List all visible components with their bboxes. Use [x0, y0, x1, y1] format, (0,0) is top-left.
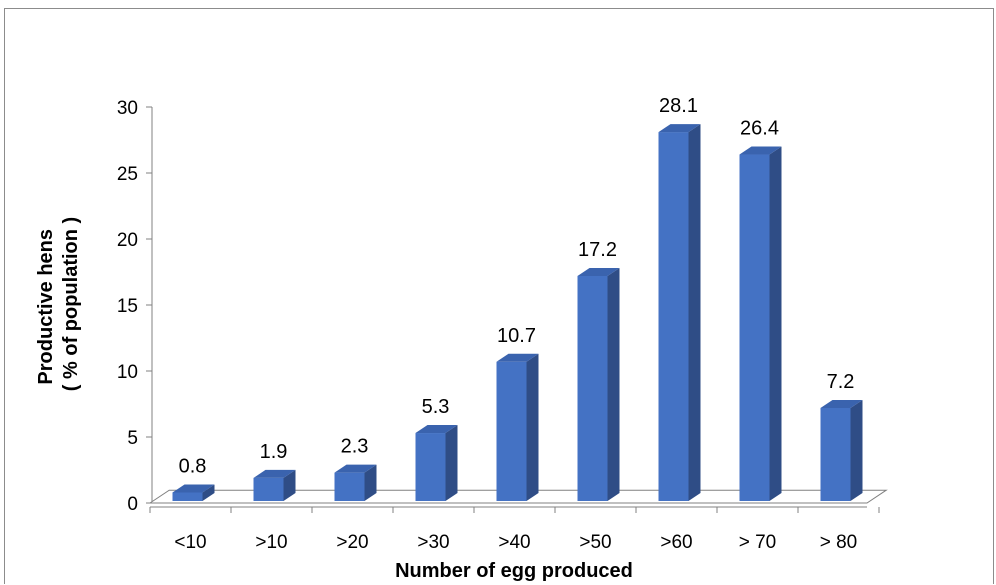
y-axis-title-line1: Productive hens [35, 229, 57, 385]
x-tick-label: >10 [255, 532, 287, 553]
y-tick-label: 5 [127, 428, 138, 449]
data-label: 5.3 [422, 396, 450, 418]
bar-side [283, 469, 296, 501]
y-tick-label: 15 [117, 296, 138, 317]
data-label: 10.7 [497, 325, 536, 347]
y-tick-label: 25 [117, 164, 138, 185]
bar-top [172, 484, 215, 493]
bar-front [577, 275, 608, 501]
bar-front [496, 361, 527, 501]
y-tick-label: 20 [117, 230, 138, 251]
data-label: 2.3 [341, 436, 369, 458]
bar-front [820, 407, 851, 501]
data-label: 7.2 [827, 371, 855, 393]
data-label: 26.4 [740, 118, 779, 140]
bar-top [577, 267, 620, 276]
bar-top [415, 425, 458, 434]
bar-side [769, 146, 782, 501]
bar-side [607, 267, 620, 501]
bar-side [202, 484, 215, 501]
bar-front [334, 472, 365, 501]
bar-front [658, 132, 689, 501]
bar-top [658, 124, 701, 133]
bar-top [496, 353, 539, 362]
bar-top [334, 464, 377, 473]
x-tick-label: > 70 [739, 532, 777, 553]
bar-side [850, 399, 863, 501]
x-tick-label: > 80 [820, 532, 858, 553]
x-tick-label: >40 [498, 532, 530, 553]
bar-top [739, 146, 782, 155]
bar-front [253, 477, 284, 501]
y-tick-label: 0 [127, 494, 138, 515]
bar-top [820, 399, 863, 408]
bar-front [415, 433, 446, 501]
bar-front [739, 154, 770, 501]
y-axis-title-line2: ( % of population ) [60, 217, 82, 391]
data-label: 0.8 [179, 455, 207, 477]
bar-side [445, 425, 458, 501]
data-label: 28.1 [659, 95, 698, 117]
x-tick-label: <10 [174, 532, 206, 553]
x-tick-label: >30 [417, 532, 449, 553]
y-tick-label: 30 [117, 98, 138, 119]
bar-top [253, 469, 296, 478]
bar-side [526, 353, 539, 501]
x-tick-label: >50 [579, 532, 611, 553]
data-label: 1.9 [260, 441, 288, 463]
chart-labels: 0.8 <10 1.9 >10 2.3 >20 5.3 >30 10.7 >40 17.2 >50 28… [174, 95, 857, 553]
x-axis-title: Number of egg produced [395, 560, 633, 582]
bar-front [172, 492, 203, 501]
bar-side [688, 124, 701, 501]
y-axis-title: Productive hens ( % of population ) [35, 217, 82, 391]
bar-side [364, 464, 377, 501]
x-tick-label: >60 [660, 532, 692, 553]
x-tick-label: >20 [336, 532, 368, 553]
data-label: 17.2 [578, 239, 617, 261]
chart-bars [172, 124, 863, 501]
y-tick-label: 10 [117, 362, 138, 383]
